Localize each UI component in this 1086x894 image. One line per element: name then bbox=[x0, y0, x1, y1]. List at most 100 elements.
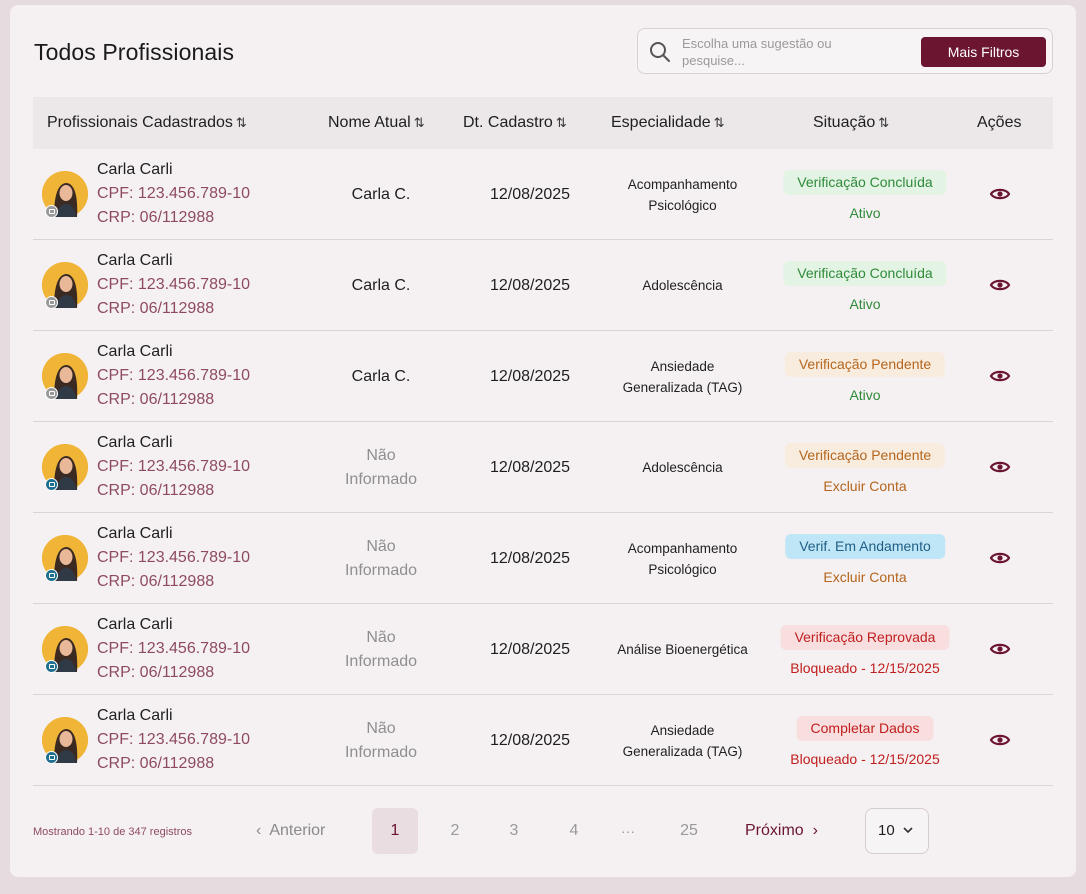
chat-icon bbox=[45, 205, 58, 218]
column-header-situacao[interactable]: Situação ⇅ bbox=[813, 114, 890, 131]
eye-icon[interactable] bbox=[989, 731, 1011, 749]
situation-cell: Completar Dados Bloqueado - 12/15/2025 bbox=[765, 695, 965, 786]
professional-crp: CRP: 06/112988 bbox=[97, 209, 215, 226]
account-status: Ativo bbox=[849, 205, 881, 221]
professionals-panel: Todos Profissionais Escolha uma sugestão… bbox=[10, 5, 1076, 877]
professional-name[interactable]: Carla Carli bbox=[97, 707, 173, 724]
eye-icon[interactable] bbox=[989, 276, 1011, 294]
specialty: Adolescência bbox=[642, 278, 723, 293]
current-name: Não Informado bbox=[344, 628, 418, 670]
table-row: Carla Carli CPF: 123.456.789-10 CRP: 06/11… bbox=[33, 149, 1053, 240]
verification-badge: Verificação Concluída bbox=[783, 170, 947, 195]
avatar bbox=[42, 171, 88, 218]
situation-cell: Verificação Reprovada Bloqueado - 12/15/2… bbox=[765, 604, 965, 695]
eye-icon[interactable] bbox=[989, 549, 1011, 567]
chat-icon bbox=[45, 751, 58, 764]
eye-icon[interactable] bbox=[989, 640, 1011, 658]
professional-crp: CRP: 06/112988 bbox=[97, 664, 215, 681]
professional-name[interactable]: Carla Carli bbox=[97, 616, 173, 633]
situation-cell: Verificação Concluída Ativo bbox=[765, 149, 965, 240]
chevron-left-icon: ‹ bbox=[256, 822, 262, 839]
previous-page-button[interactable]: ‹ Anterior bbox=[256, 822, 326, 839]
professional-cpf: CPF: 123.456.789-10 bbox=[97, 640, 250, 657]
sort-icon[interactable]: ⇅ bbox=[878, 115, 890, 130]
column-header-especialidade[interactable]: Especialidade ⇅ bbox=[611, 114, 725, 131]
situation-cell: Verif. Em Andamento Excluir Conta bbox=[765, 513, 965, 604]
next-page-button[interactable]: Próximo › bbox=[745, 822, 818, 839]
professional-crp: CRP: 06/112988 bbox=[97, 573, 215, 590]
current-name: Não Informado bbox=[344, 446, 418, 488]
eye-icon[interactable] bbox=[989, 185, 1011, 203]
current-name: Carla C. bbox=[351, 276, 411, 294]
table-row: Carla Carli CPF: 123.456.789-10 CRP: 06/11… bbox=[33, 240, 1053, 331]
sort-icon[interactable]: ⇅ bbox=[713, 115, 725, 130]
table-row: Carla Carli CPF: 123.456.789-10 CRP: 06/11… bbox=[33, 695, 1053, 786]
registration-date: 12/08/2025 bbox=[489, 367, 571, 385]
professional-name[interactable]: Carla Carli bbox=[97, 434, 173, 451]
current-name: Não Informado bbox=[344, 719, 418, 761]
records-info: Mostrando 1-10 de 347 registros bbox=[33, 826, 192, 838]
chat-icon bbox=[45, 387, 58, 400]
column-header-nome-atual[interactable]: Nome Atual ⇅ bbox=[328, 114, 425, 131]
specialty: Análise Bioenergética bbox=[617, 642, 748, 657]
registration-date: 12/08/2025 bbox=[489, 640, 571, 658]
table-row: Carla Carli CPF: 123.456.789-10 CRP: 06/11… bbox=[33, 604, 1053, 695]
column-header-dt-cadastro[interactable]: Dt. Cadastro ⇅ bbox=[463, 114, 567, 131]
professional-name[interactable]: Carla Carli bbox=[97, 161, 173, 178]
table-row: Carla Carli CPF: 123.456.789-10 CRP: 06/11… bbox=[33, 331, 1053, 422]
specialty: Ansiedade Generalizada (TAG) bbox=[622, 358, 743, 395]
table-row: Carla Carli CPF: 123.456.789-10 CRP: 06/11… bbox=[33, 513, 1053, 604]
specialty: Acompanhamento Psicológico bbox=[627, 540, 738, 577]
column-header-profissionais[interactable]: Profissionais Cadastrados ⇅ bbox=[47, 114, 247, 131]
table-row: Carla Carli CPF: 123.456.789-10 CRP: 06/11… bbox=[33, 422, 1053, 513]
page-button-1[interactable]: 1 bbox=[372, 808, 418, 854]
registration-date: 12/08/2025 bbox=[489, 276, 571, 294]
professional-crp: CRP: 06/112988 bbox=[97, 482, 215, 499]
chat-icon bbox=[45, 569, 58, 582]
situation-cell: Verificação Pendente Excluir Conta bbox=[765, 422, 965, 513]
chat-icon bbox=[45, 660, 58, 673]
verification-badge: Verificação Reprovada bbox=[780, 625, 950, 650]
sort-icon[interactable]: ⇅ bbox=[413, 115, 425, 130]
professional-cpf: CPF: 123.456.789-10 bbox=[97, 458, 250, 475]
professional-name[interactable]: Carla Carli bbox=[97, 525, 173, 542]
current-name: Não Informado bbox=[344, 537, 418, 579]
chat-icon bbox=[45, 478, 58, 491]
person-photo bbox=[42, 535, 88, 581]
per-page-select[interactable]: 10 bbox=[865, 808, 929, 854]
chevron-right-icon: › bbox=[812, 822, 818, 839]
pagination-ellipsis: ··· bbox=[621, 823, 635, 839]
column-header-acoes: Ações bbox=[977, 114, 1022, 131]
chat-icon bbox=[45, 296, 58, 309]
verification-badge: Verificação Pendente bbox=[784, 352, 946, 377]
page-title: Todos Profissionais bbox=[34, 39, 235, 65]
page-button-2[interactable]: 2 bbox=[450, 822, 460, 839]
professional-cpf: CPF: 123.456.789-10 bbox=[97, 367, 250, 384]
professional-name[interactable]: Carla Carli bbox=[97, 343, 173, 360]
verification-badge: Verificação Pendente bbox=[784, 443, 946, 468]
specialty: Acompanhamento Psicológico bbox=[627, 176, 738, 213]
verification-badge: Verificação Concluída bbox=[783, 261, 947, 286]
professional-cpf: CPF: 123.456.789-10 bbox=[97, 185, 250, 202]
account-status: Ativo bbox=[849, 387, 881, 403]
professional-crp: CRP: 06/112988 bbox=[97, 300, 215, 317]
specialty: Ansiedade Generalizada (TAG) bbox=[622, 722, 743, 759]
eye-icon[interactable] bbox=[989, 367, 1011, 385]
page-button-25[interactable]: 25 bbox=[680, 822, 698, 839]
avatar bbox=[42, 353, 88, 400]
avatar bbox=[42, 626, 88, 673]
search-icon bbox=[650, 42, 670, 62]
page-button-3[interactable]: 3 bbox=[509, 822, 519, 839]
current-name: Carla C. bbox=[351, 185, 411, 203]
more-filters-button[interactable]: Mais Filtros bbox=[921, 37, 1046, 67]
account-status: Excluir Conta bbox=[823, 569, 907, 585]
search-input[interactable]: Escolha uma sugestão ou pesquise... bbox=[682, 36, 832, 68]
professional-cpf: CPF: 123.456.789-10 bbox=[97, 276, 250, 293]
search-box[interactable]: Escolha uma sugestão ou pesquise... Mais… bbox=[637, 28, 1053, 74]
sort-icon[interactable]: ⇅ bbox=[555, 115, 567, 130]
avatar bbox=[42, 262, 88, 309]
sort-icon[interactable]: ⇅ bbox=[235, 115, 247, 130]
eye-icon[interactable] bbox=[989, 458, 1011, 476]
professional-name[interactable]: Carla Carli bbox=[97, 252, 173, 269]
page-button-4[interactable]: 4 bbox=[569, 822, 579, 839]
